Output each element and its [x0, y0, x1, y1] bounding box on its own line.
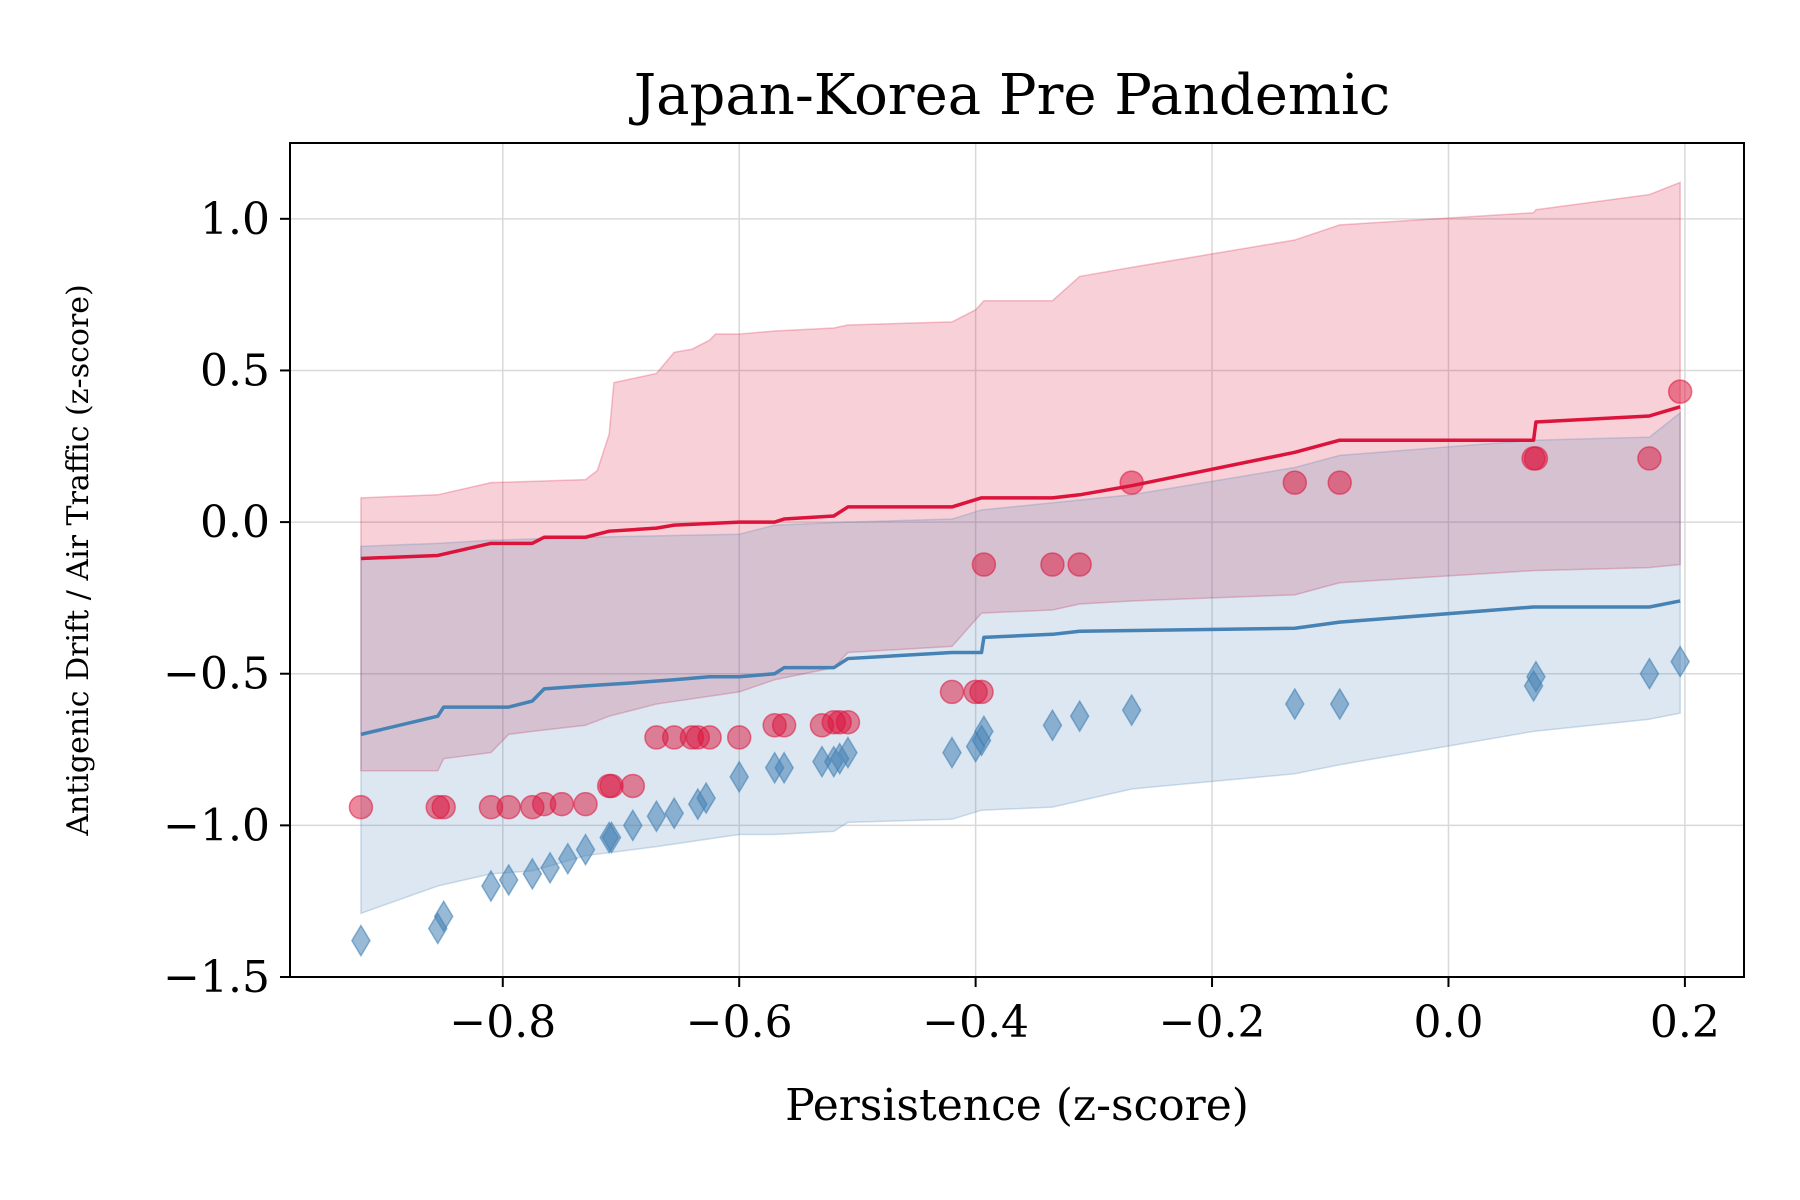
point-series-2 [1639, 657, 1660, 691]
plot-frame [289, 142, 1745, 978]
chart-title: Japan-Korea Pre Pandemic [629, 63, 1391, 128]
x-tick-label: −0.6 [686, 997, 793, 1048]
y-tick-label: −1.5 [163, 952, 270, 1003]
axis-ticks: −0.8 −0.6 −0.4 −0.2 0.0 0.2 1.0 0.5 0.0 −0.5 −1.0 −… [163, 194, 1720, 1048]
x-tick-label: −0.8 [449, 997, 556, 1048]
point-series-2 [557, 842, 578, 876]
point-series-2 [1069, 699, 1090, 733]
point-series-2 [1526, 660, 1546, 694]
x-tick-label: 0.2 [1650, 997, 1720, 1048]
point-series-2 [601, 821, 622, 854]
point-series-2 [1284, 687, 1305, 721]
point-series-2 [351, 924, 371, 958]
point-series-1 [573, 791, 598, 817]
point-series-2 [433, 899, 454, 933]
x-tick-label: 0.0 [1413, 997, 1483, 1048]
point-series-2 [729, 760, 750, 794]
y-axis-label: Antigenic Drift / Air Traffic (z-score) [61, 284, 96, 837]
band-series-2 [360, 411, 1681, 915]
point-series-1 [549, 791, 575, 817]
y-tick-label: 0.0 [200, 497, 270, 548]
point-series-1 [496, 794, 521, 820]
point-series-1 [771, 713, 797, 738]
point-series-2 [498, 863, 519, 897]
point-series-2 [774, 751, 794, 785]
scatter-points [348, 379, 1693, 958]
point-series-1 [1637, 446, 1662, 471]
point-series-1 [939, 679, 965, 705]
point-series-1 [1040, 552, 1065, 577]
point-series-2 [974, 714, 994, 748]
x-tick-label: −0.2 [1159, 997, 1266, 1048]
x-tick-label: −0.4 [922, 997, 1029, 1048]
point-series-1 [1523, 446, 1549, 471]
point-series-1 [1282, 470, 1308, 495]
point-series-1 [697, 725, 722, 750]
fit-lines [360, 405, 1681, 737]
point-series-2 [1670, 645, 1691, 679]
point-series-2 [942, 736, 962, 770]
point-series-1 [431, 794, 456, 820]
point-series-1 [599, 773, 624, 799]
y-tick-label: 1.0 [200, 194, 270, 245]
point-series-1 [1327, 470, 1352, 495]
point-series-2 [696, 781, 716, 815]
band-series-1 [360, 181, 1681, 772]
point-series-1 [971, 552, 997, 577]
point-series-2 [838, 736, 858, 770]
y-tick-label: −0.5 [163, 649, 270, 700]
point-series-2 [646, 799, 667, 833]
fit-line-series-1 [360, 405, 1681, 561]
point-series-1 [726, 725, 752, 750]
confidence-bands [360, 181, 1681, 915]
point-series-2 [1329, 687, 1350, 721]
point-series-2 [622, 808, 643, 842]
point-series-1 [1067, 552, 1092, 577]
x-axis-label: Persistence (z-score) [785, 1080, 1249, 1131]
fit-line-series-2 [360, 599, 1681, 737]
point-series-2 [540, 851, 560, 885]
point-series-1 [835, 710, 861, 735]
point-series-2 [481, 869, 501, 903]
point-series-2 [1121, 693, 1142, 727]
point-series-2 [575, 833, 596, 867]
y-tick-label: −1.0 [163, 800, 270, 851]
point-series-2 [522, 857, 543, 891]
y-tick-label: 0.5 [200, 345, 270, 396]
point-series-1 [348, 794, 374, 820]
point-series-2 [664, 796, 685, 830]
point-series-1 [969, 679, 994, 705]
point-series-2 [1042, 708, 1063, 742]
point-series-1 [1667, 379, 1693, 404]
point-series-1 [620, 773, 646, 799]
